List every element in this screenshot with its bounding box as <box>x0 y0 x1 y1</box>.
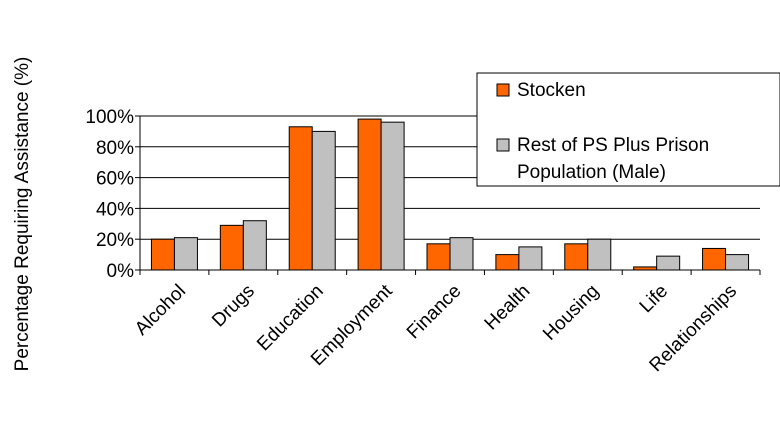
legend-label-stocken: Stocken <box>517 80 586 101</box>
bar-education-stocken <box>288 126 313 271</box>
bar-alcohol-rest <box>173 237 198 271</box>
y-axis-ticks: 0% 20% 40% 60% 80% 100% <box>85 107 140 282</box>
bar-employment-rest <box>380 121 405 271</box>
x-tick-label: Drugs <box>208 281 259 332</box>
y-axis-title: Percentage Requiring Assistance (%) <box>12 57 33 372</box>
bar-employment-stocken <box>357 118 382 271</box>
bar-relationships-rest <box>725 254 750 271</box>
legend: Stocken Rest of PS Plus Prison Populatio… <box>476 72 780 187</box>
bar-relationships-stocken <box>702 247 727 271</box>
bar-drugs-rest <box>242 220 267 271</box>
x-tick-label: Education <box>253 281 328 356</box>
bar-finance-stocken <box>426 243 451 271</box>
y-tick-label: 60% <box>96 169 134 190</box>
bar-health-rest <box>518 246 543 271</box>
legend-swatch-rest-of-ps-plus <box>496 138 510 152</box>
bar-drugs-stocken <box>219 224 244 271</box>
x-tick-label: Alcohol <box>131 281 190 340</box>
x-tick-label: Housing <box>539 281 603 345</box>
bar-housing-rest <box>587 238 612 271</box>
legend-label-rest-line2: Population (Male) <box>517 162 666 183</box>
bar-health-stocken <box>495 254 520 271</box>
y-tick-label: 80% <box>96 138 134 159</box>
legend-label-rest-line1: Rest of PS Plus Prison <box>517 135 709 156</box>
x-tick-label: Health <box>481 281 535 335</box>
y-tick-label: 100% <box>85 107 134 128</box>
bar-finance-rest <box>449 237 474 271</box>
x-tick-label: Life <box>636 281 673 318</box>
bar-education-rest <box>311 130 336 271</box>
bar-housing-stocken <box>564 243 589 271</box>
legend-frame <box>476 72 780 187</box>
axes <box>139 116 760 271</box>
bar-life-rest <box>656 255 681 271</box>
legend-swatch-stocken <box>496 83 510 97</box>
y-tick-label: 20% <box>96 230 134 251</box>
y-tick-label: 0% <box>107 261 135 282</box>
bar-alcohol-stocken <box>150 238 175 271</box>
y-tick-label: 40% <box>96 199 134 220</box>
x-tick-label: Finance <box>403 281 466 344</box>
